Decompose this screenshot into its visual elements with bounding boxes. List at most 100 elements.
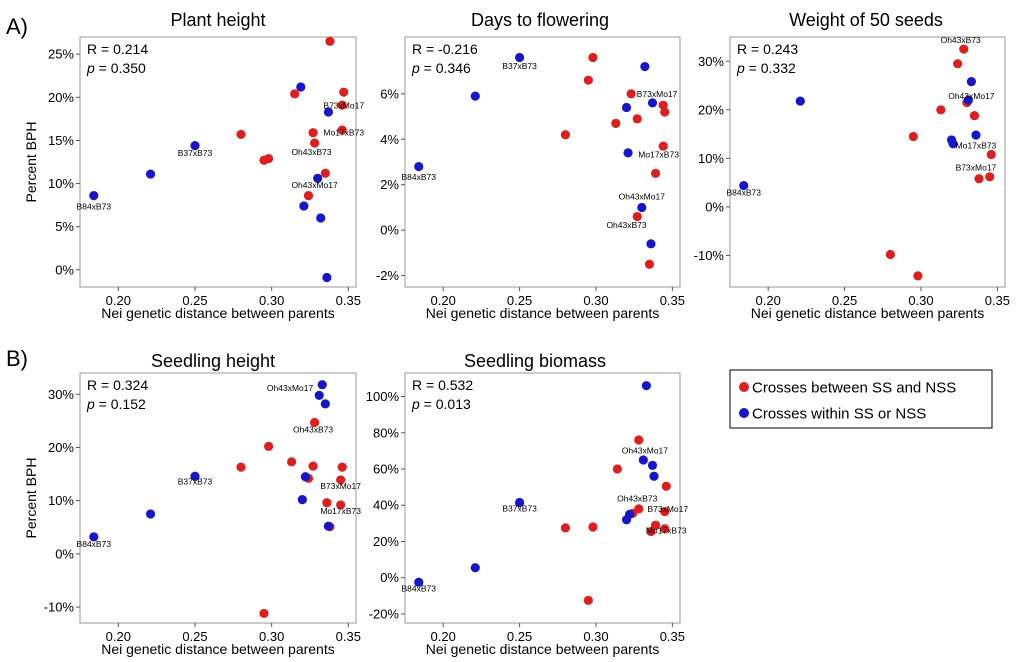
point-within	[795, 96, 805, 106]
y-tick-label: 20%	[698, 102, 724, 117]
point-between	[337, 100, 347, 110]
point-annotation: Oh43xMo17	[291, 180, 338, 190]
point-annotation: B37xB73	[502, 61, 537, 71]
x-tick-label: 0.20	[106, 629, 131, 644]
stat-r: R = 0.214	[87, 41, 148, 57]
point-between	[908, 131, 918, 142]
stat-p: p = 0.152	[86, 396, 146, 412]
point-annotation: B73xMo17	[647, 504, 688, 514]
point-annotation: Oh43xMo17	[948, 91, 995, 101]
point-within	[647, 98, 658, 108]
point-between	[611, 118, 621, 128]
chart-title: Weight of 50 seeds	[789, 10, 943, 30]
point-between	[634, 435, 644, 445]
stat-p-symbol: p	[411, 396, 420, 412]
point-annotation: Mo17xB73	[646, 525, 687, 535]
point-annotation: Oh43xB73	[617, 494, 657, 504]
point-within	[299, 201, 309, 211]
chart-title: Seedling height	[151, 351, 275, 371]
plot-frame	[404, 36, 681, 288]
point-annotation: Oh43xMo17	[267, 383, 314, 393]
scatter-panels: Plant height 0.20 0.25 0.30 0.35 0% 5% 10% 15% 20…	[23, 10, 1010, 657]
x-tick-label: 0.30	[259, 629, 284, 644]
point-between	[660, 107, 670, 117]
scatter-panel-3: Weight of 50 seeds 0.20 0.25 0.30 0.35 -10% 0%…	[694, 10, 1010, 321]
y-tick-label: 60%	[373, 462, 399, 477]
y-tick-label: 4%	[380, 132, 399, 147]
y-tick-label: -10%	[44, 600, 75, 615]
plot-frame	[79, 372, 357, 624]
point-within	[317, 380, 327, 390]
stat-p-value: = 0.350	[95, 60, 146, 76]
scatter-panel-2: Days to flowering 0.20 0.25 0.30 0.35 -2% 0% 2%…	[376, 10, 685, 321]
stat-r: R = 0.324	[87, 377, 148, 393]
x-tick-label: 0.30	[259, 293, 284, 308]
point-within	[638, 455, 648, 465]
point-within	[621, 515, 632, 525]
x-axis-label: Nei genetic distance between parents	[426, 641, 659, 657]
point-within	[300, 472, 310, 482]
point-annotation: B84xB73	[77, 539, 112, 549]
point-between	[310, 417, 320, 428]
point-within	[514, 497, 525, 508]
point-annotation: Oh43xB73	[291, 147, 331, 157]
row-label-a: A)	[6, 14, 28, 39]
y-tick-label: 20%	[48, 440, 74, 455]
point-annotation: B84xB73	[402, 172, 437, 182]
point-within	[963, 95, 973, 105]
point-within	[514, 52, 525, 63]
point-within	[414, 577, 424, 587]
point-annotation: B37xB73	[178, 148, 213, 158]
stat-p-symbol: p	[736, 60, 745, 76]
point-within	[641, 381, 651, 391]
stat-p-symbol: p	[86, 396, 95, 412]
point-annotation: B84xB73	[727, 188, 762, 198]
legend-marker-between	[739, 382, 749, 392]
y-tick-label: -10%	[694, 248, 725, 263]
y-tick-label: -2%	[376, 268, 400, 283]
stat-p-symbol: p	[86, 60, 95, 76]
x-axis-label: Nei genetic distance between parents	[101, 641, 334, 657]
point-within	[323, 107, 333, 117]
point-between	[646, 526, 656, 537]
point-within	[190, 141, 200, 151]
point-between	[322, 498, 332, 508]
y-tick-label: 20%	[48, 90, 74, 105]
x-tick-label: 0.35	[336, 629, 361, 644]
point-within	[646, 239, 656, 249]
point-between	[336, 500, 346, 510]
point-between	[612, 464, 622, 474]
point-between	[632, 211, 642, 222]
stat-p-value: = 0.332	[745, 60, 796, 76]
point-between	[583, 75, 593, 85]
plot-frame	[79, 36, 357, 288]
stat-p: p = 0.350	[86, 60, 146, 76]
point-annotation: Oh43xB73	[293, 425, 333, 435]
point-annotation: B73xMo17	[320, 481, 361, 491]
y-tick-label: 20%	[373, 534, 399, 549]
x-tick-label: 0.35	[985, 293, 1010, 308]
x-tick-label: 0.25	[182, 629, 207, 644]
point-annotation: Oh43xMo17	[622, 446, 669, 456]
point-within	[89, 191, 99, 201]
stat-p-value: = 0.346	[420, 60, 471, 76]
x-tick-label: 0.30	[908, 293, 933, 308]
stat-r: R = 0.243	[737, 41, 798, 57]
point-between	[583, 595, 593, 605]
point-within	[414, 161, 424, 172]
point-within	[296, 82, 306, 92]
point-between	[236, 129, 246, 140]
legend-label-between: Crosses between SS and NSS	[752, 380, 956, 397]
y-tick-label: 5%	[55, 219, 74, 234]
plot-frame	[729, 36, 1006, 288]
point-between	[259, 155, 269, 165]
point-between	[588, 522, 598, 532]
chart-title: Days to flowering	[471, 10, 609, 30]
point-between	[885, 249, 896, 260]
x-tick-label: 0.30	[583, 629, 608, 644]
point-within	[145, 509, 156, 519]
point-between	[290, 89, 300, 99]
stat-p: p = 0.332	[736, 60, 796, 76]
y-tick-label: 0%	[380, 223, 399, 238]
stat-p: p = 0.346	[411, 60, 471, 76]
